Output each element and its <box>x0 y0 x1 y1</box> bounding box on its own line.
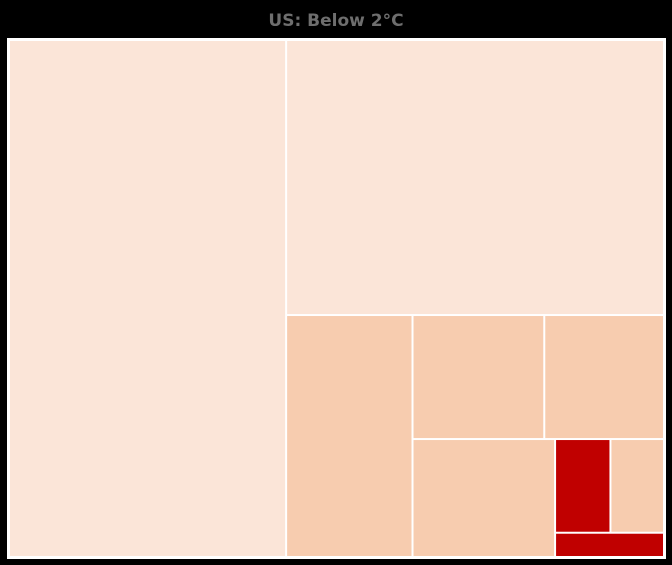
treemap-cell <box>287 316 412 556</box>
treemap-cell <box>287 41 663 315</box>
treemap-cell <box>556 440 610 532</box>
treemap-cell <box>545 316 663 439</box>
chart-title: US: Below 2°C <box>268 11 404 31</box>
treemap-cell <box>10 41 286 556</box>
treemap-cell <box>413 440 555 556</box>
treemap-cell <box>556 533 663 556</box>
treemap-cell <box>611 440 663 532</box>
treemap-cell <box>413 316 544 439</box>
